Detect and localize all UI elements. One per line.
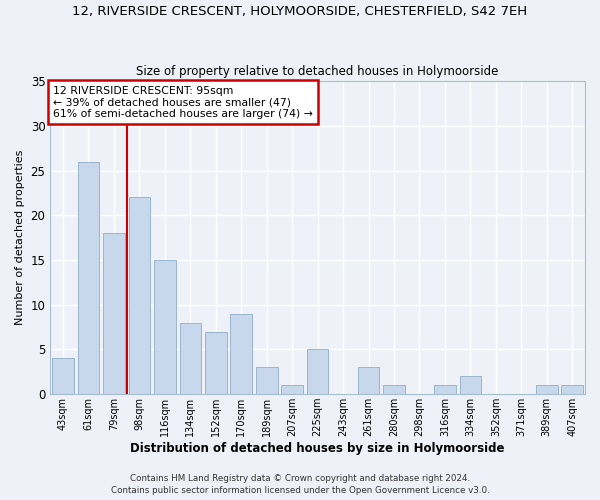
Text: Contains HM Land Registry data © Crown copyright and database right 2024.
Contai: Contains HM Land Registry data © Crown c…: [110, 474, 490, 495]
Bar: [281, 385, 303, 394]
Text: 12 RIVERSIDE CRESCENT: 95sqm
← 39% of detached houses are smaller (47)
61% of se: 12 RIVERSIDE CRESCENT: 95sqm ← 39% of de…: [53, 86, 313, 119]
Bar: [205, 332, 227, 394]
Y-axis label: Number of detached properties: Number of detached properties: [15, 150, 25, 326]
Bar: [52, 358, 74, 394]
Bar: [179, 322, 201, 394]
Bar: [103, 233, 125, 394]
Bar: [562, 385, 583, 394]
Bar: [307, 350, 328, 394]
Bar: [128, 198, 150, 394]
Bar: [358, 368, 379, 394]
Bar: [536, 385, 557, 394]
Bar: [256, 368, 278, 394]
Title: Size of property relative to detached houses in Holymoorside: Size of property relative to detached ho…: [136, 66, 499, 78]
Bar: [154, 260, 176, 394]
Bar: [434, 385, 456, 394]
Bar: [230, 314, 252, 394]
Bar: [460, 376, 481, 394]
Bar: [77, 162, 100, 394]
Bar: [383, 385, 405, 394]
Text: 12, RIVERSIDE CRESCENT, HOLYMOORSIDE, CHESTERFIELD, S42 7EH: 12, RIVERSIDE CRESCENT, HOLYMOORSIDE, CH…: [73, 5, 527, 18]
X-axis label: Distribution of detached houses by size in Holymoorside: Distribution of detached houses by size …: [130, 442, 505, 455]
